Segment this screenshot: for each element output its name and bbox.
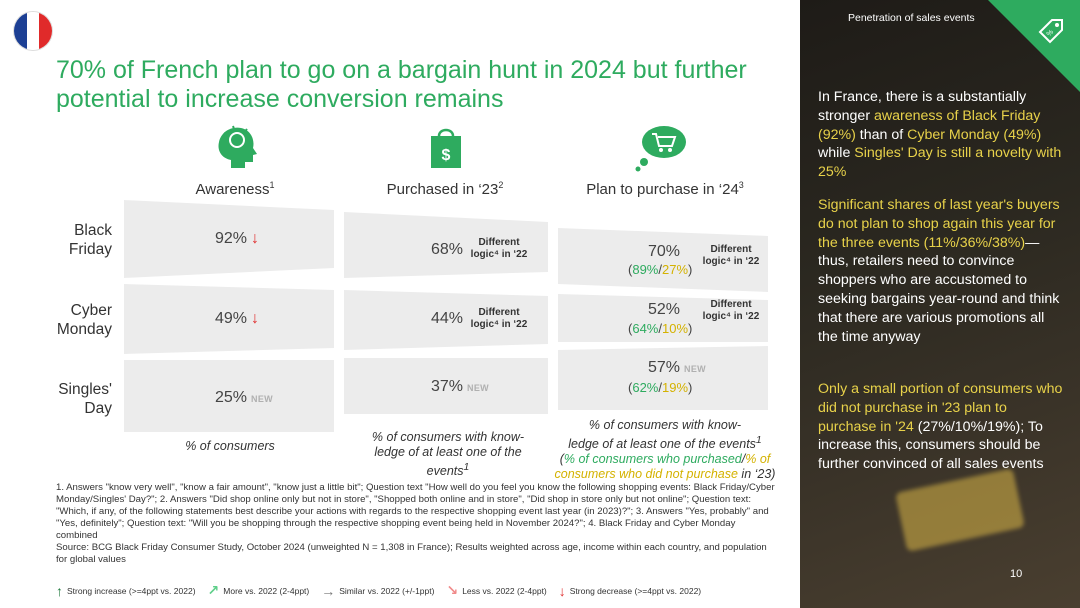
col-head-plan: Plan to purchase in ‘243 bbox=[586, 180, 744, 198]
svg-text:%: % bbox=[1046, 29, 1055, 38]
up-right-arrow-icon: ↗ bbox=[207, 582, 220, 598]
right-arrow-icon: → bbox=[321, 582, 336, 599]
plan-bf-split: (89%/27%) bbox=[628, 262, 693, 277]
purchased-cm-value: 44% bbox=[431, 310, 464, 327]
legend-strong-increase: ↑ Strong increase (>=4ppt vs. 2022) bbox=[56, 582, 196, 599]
legend-similar: → Similar vs. 2022 (+/-1ppt) bbox=[321, 582, 435, 599]
col-head-awareness: Awareness1 bbox=[195, 180, 275, 198]
col-head-purchased: Purchased in ‘232 bbox=[386, 180, 504, 198]
plan-bf-value: 70% bbox=[648, 243, 681, 260]
legend-less: ↘ Less vs. 2022 (2-4ppt) bbox=[446, 582, 547, 598]
band-purchased-sd bbox=[344, 358, 548, 414]
up-arrow-icon: ↑ bbox=[56, 582, 63, 599]
head-thinking-icon bbox=[206, 122, 266, 172]
corner-accent bbox=[988, 0, 1080, 92]
band-awareness-cm bbox=[124, 284, 334, 354]
svg-text:$: $ bbox=[442, 147, 451, 164]
note-plan: % of consumers with know- ledge of at le… bbox=[554, 418, 776, 482]
note-plan-tail: in ‘23) bbox=[737, 467, 776, 482]
legend-more: ↗ More vs. 2022 (2-4ppt) bbox=[207, 582, 310, 598]
purchased-sd-value: 37% NEW bbox=[431, 378, 489, 395]
page-title: 70% of French plan to go on a bargain hu… bbox=[56, 56, 747, 113]
shopping-bag-dollar-icon: $ bbox=[416, 122, 476, 172]
new-badge: NEW bbox=[467, 383, 489, 393]
row-label-black-friday: Black Friday bbox=[68, 222, 112, 258]
france-flag-icon bbox=[14, 12, 52, 50]
panel-paragraph-1: In France, there is a substantially stro… bbox=[818, 89, 1062, 181]
new-badge: NEW bbox=[251, 394, 273, 404]
slide: 70% of French plan to go on a bargain hu… bbox=[14, 12, 776, 599]
note-purchased: % of consumers with know-ledge of at lea… bbox=[371, 430, 525, 479]
panel-paragraph-2: Significant shares of last year's buyers… bbox=[818, 197, 1060, 345]
band-purchased-bf bbox=[344, 212, 548, 278]
band-plan-cm bbox=[558, 294, 768, 342]
strong-decrease-arrow-icon: ↓ bbox=[251, 310, 260, 327]
row-label-cyber-monday: Cyber Monday bbox=[56, 302, 112, 338]
new-badge: NEW bbox=[684, 364, 706, 374]
plan-cm-value: 52% bbox=[648, 301, 681, 318]
panel-paragraph-3: Only a small portion of consumers who di… bbox=[818, 381, 1063, 473]
side-panel: % Penetration of sales events In France,… bbox=[800, 0, 1080, 608]
row-label-singles-day: Singles' Day bbox=[58, 381, 112, 417]
plan-bf-diff: Different logic⁴ in ‘22 bbox=[702, 244, 760, 267]
note-awareness: % of consumers bbox=[185, 439, 275, 453]
plan-sd-value: 57% NEW bbox=[648, 359, 706, 376]
background-photo bbox=[895, 468, 1025, 552]
plan-sd-split: (62%/19%) bbox=[628, 380, 693, 395]
page-number: 10 bbox=[1010, 568, 1023, 580]
price-tag-icon: % bbox=[1034, 14, 1068, 53]
trend-legend: ↑ Strong increase (>=4ppt vs. 2022) ↗ More… bbox=[56, 582, 713, 599]
panel-header: Penetration of sales events bbox=[848, 12, 975, 24]
plan-cm-diff: Different logic⁴ in ‘22 bbox=[702, 299, 760, 322]
purchased-cm-diff: Different logic⁴ in ‘22 bbox=[470, 307, 528, 330]
awareness-sd-value: 25% NEW bbox=[215, 389, 273, 406]
strong-decrease-arrow-icon: ↓ bbox=[251, 230, 260, 247]
footnote: 1. Answers "know very well", "know a fai… bbox=[56, 482, 775, 565]
awareness-cm-value: 49% ↓ bbox=[215, 310, 260, 327]
funnel-bands bbox=[124, 200, 768, 432]
down-arrow-icon: ↓ bbox=[558, 582, 566, 599]
awareness-bf-value: 92% ↓ bbox=[215, 230, 260, 247]
plan-cm-split: (64%/10%) bbox=[628, 321, 693, 336]
purchased-bf-value: 68% bbox=[431, 241, 464, 258]
cart-thought-icon bbox=[632, 122, 692, 172]
band-plan-bf bbox=[558, 228, 768, 292]
band-plan-sd bbox=[558, 346, 768, 410]
band-purchased-cm bbox=[344, 290, 548, 350]
band-awareness-bf bbox=[124, 200, 334, 278]
legend-strong-decrease: ↓ Strong decrease (>=4ppt vs. 2022) bbox=[558, 582, 702, 599]
down-right-arrow-icon: ↘ bbox=[446, 582, 459, 598]
band-awareness-sd bbox=[124, 360, 334, 432]
purchased-bf-diff: Different logic⁴ in ‘22 bbox=[470, 237, 528, 260]
